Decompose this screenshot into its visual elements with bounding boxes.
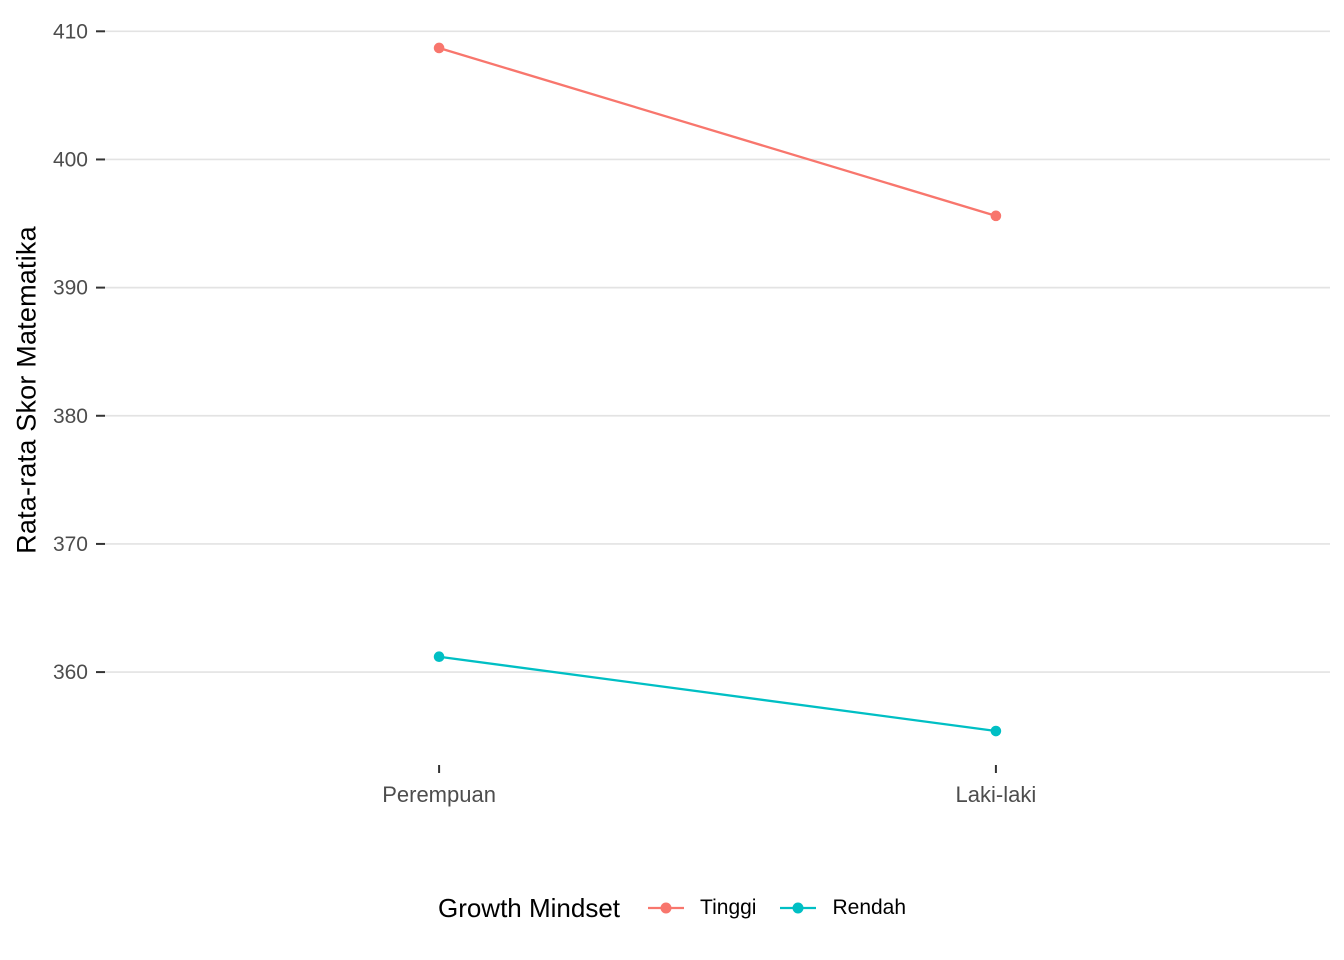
data-point-tinggi-0 [433, 42, 445, 54]
x-tick-label-1: Laki-laki [956, 782, 1037, 807]
y-tick-label-370: 370 [53, 533, 88, 556]
legend-key-tinggi-icon [648, 902, 685, 914]
data-point-tinggi-1 [990, 210, 1002, 222]
y-tick-label-410: 410 [53, 20, 88, 43]
legend-item-tinggi: Tinggi [646, 896, 756, 920]
y-tick-label-380: 380 [53, 405, 88, 428]
data-point-rendah-0 [433, 651, 445, 663]
legend-label-tinggi: Tinggi [700, 896, 757, 919]
series-line-tinggi [438, 46, 997, 217]
y-tick-label-390: 390 [53, 277, 88, 300]
legend-key-rendah-icon [780, 902, 817, 914]
y-axis-title: Rata-rata Skor Matematika [11, 226, 42, 554]
y-tick-label-360: 360 [53, 661, 88, 684]
x-tick-label-0: Perempuan [382, 782, 496, 807]
legend-label-rendah: Rendah [832, 896, 907, 919]
y-tick-label-400: 400 [53, 148, 88, 171]
legend-item-rendah: Rendah [778, 896, 906, 920]
series-line-rendah [438, 655, 997, 733]
legend: Growth Mindset Tinggi Rendah [0, 886, 1344, 930]
data-point-rendah-1 [990, 725, 1002, 737]
legend-title: Growth Mindset [437, 892, 621, 923]
